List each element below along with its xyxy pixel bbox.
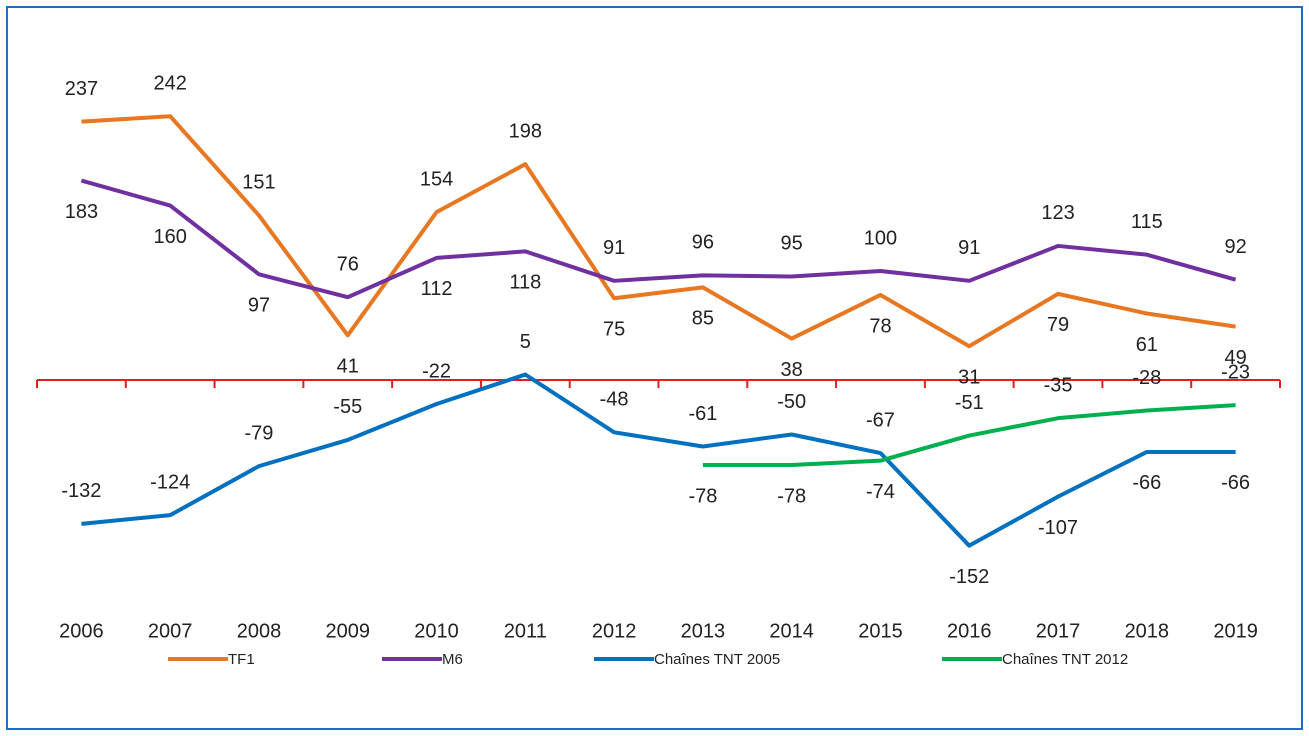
legend-label: TF1 (228, 651, 255, 668)
data-label: 96 (692, 232, 714, 254)
x-tick-label: 2013 (681, 620, 726, 642)
series-line (81, 114, 1236, 349)
data-label: 92 (1224, 236, 1246, 258)
x-tick-label: 2014 (769, 620, 814, 642)
data-label: -67 (866, 409, 895, 431)
data-label: 38 (781, 359, 803, 381)
x-tick-label: 2012 (592, 620, 637, 642)
legend-label: M6 (442, 651, 463, 668)
x-tick-label: 2010 (414, 620, 459, 642)
x-tick-label: 2008 (237, 620, 282, 642)
data-label: 49 (1224, 347, 1246, 369)
data-label: 31 (958, 366, 980, 388)
data-label: -66 (1221, 472, 1250, 494)
data-label: 95 (781, 233, 803, 255)
data-label: 97 (248, 295, 270, 317)
x-tick-label: 2018 (1125, 620, 1170, 642)
data-label: 198 (509, 120, 542, 142)
data-label: 61 (1136, 334, 1158, 356)
data-label: 123 (1041, 202, 1074, 224)
data-label: -152 (949, 566, 989, 588)
data-label: -132 (61, 480, 101, 502)
data-label: 75 (603, 319, 625, 341)
x-tick-label: 2007 (148, 620, 193, 642)
data-label: -22 (422, 360, 451, 382)
data-label: 91 (603, 237, 625, 259)
x-tick-label: 2011 (504, 620, 547, 642)
data-label: 100 (864, 227, 897, 249)
data-label: 76 (337, 253, 359, 275)
data-label: -23 (1221, 361, 1250, 383)
data-label: -28 (1132, 367, 1161, 389)
data-label: 242 (153, 73, 186, 95)
data-label: 160 (153, 226, 186, 248)
data-label: -48 (600, 389, 629, 411)
data-label: -107 (1038, 517, 1078, 539)
chart-frame (6, 6, 1303, 730)
data-label: 115 (1131, 211, 1163, 233)
legend-label: Chaînes TNT 2012 (1002, 651, 1128, 668)
x-tick-label: 2006 (59, 620, 104, 642)
data-label: 41 (337, 356, 359, 378)
data-label: 85 (692, 308, 714, 330)
data-label: 154 (420, 168, 453, 190)
data-label: -51 (955, 392, 984, 414)
data-label: 183 (65, 201, 98, 223)
x-tick-label: 2009 (326, 620, 371, 642)
series-line (80, 178, 1237, 300)
data-label: -61 (688, 403, 717, 425)
data-label: -50 (777, 391, 806, 413)
series-line (81, 372, 1236, 548)
x-tick-label: 2017 (1036, 620, 1081, 642)
data-label: 91 (958, 237, 980, 259)
data-label: -66 (1132, 472, 1161, 494)
data-label: 5 (520, 331, 531, 353)
data-label: -79 (245, 422, 274, 444)
data-label: 112 (421, 278, 453, 300)
data-label: 237 (65, 78, 98, 100)
x-tick-label: 2019 (1213, 620, 1258, 642)
data-label: -55 (333, 396, 362, 418)
legend-label: Chaînes TNT 2005 (654, 651, 780, 668)
x-tick-label: 2016 (947, 620, 992, 642)
data-label: -78 (688, 485, 717, 507)
series-line (702, 403, 1236, 468)
data-label: -35 (1044, 374, 1073, 396)
data-label: 79 (1047, 314, 1069, 336)
data-label: -74 (866, 481, 895, 503)
data-label: 151 (242, 172, 275, 194)
data-label: 78 (869, 315, 891, 337)
x-tick-label: 2015 (858, 620, 903, 642)
data-label: -124 (150, 471, 190, 493)
data-label: -78 (777, 485, 806, 507)
data-label: 118 (509, 272, 541, 294)
